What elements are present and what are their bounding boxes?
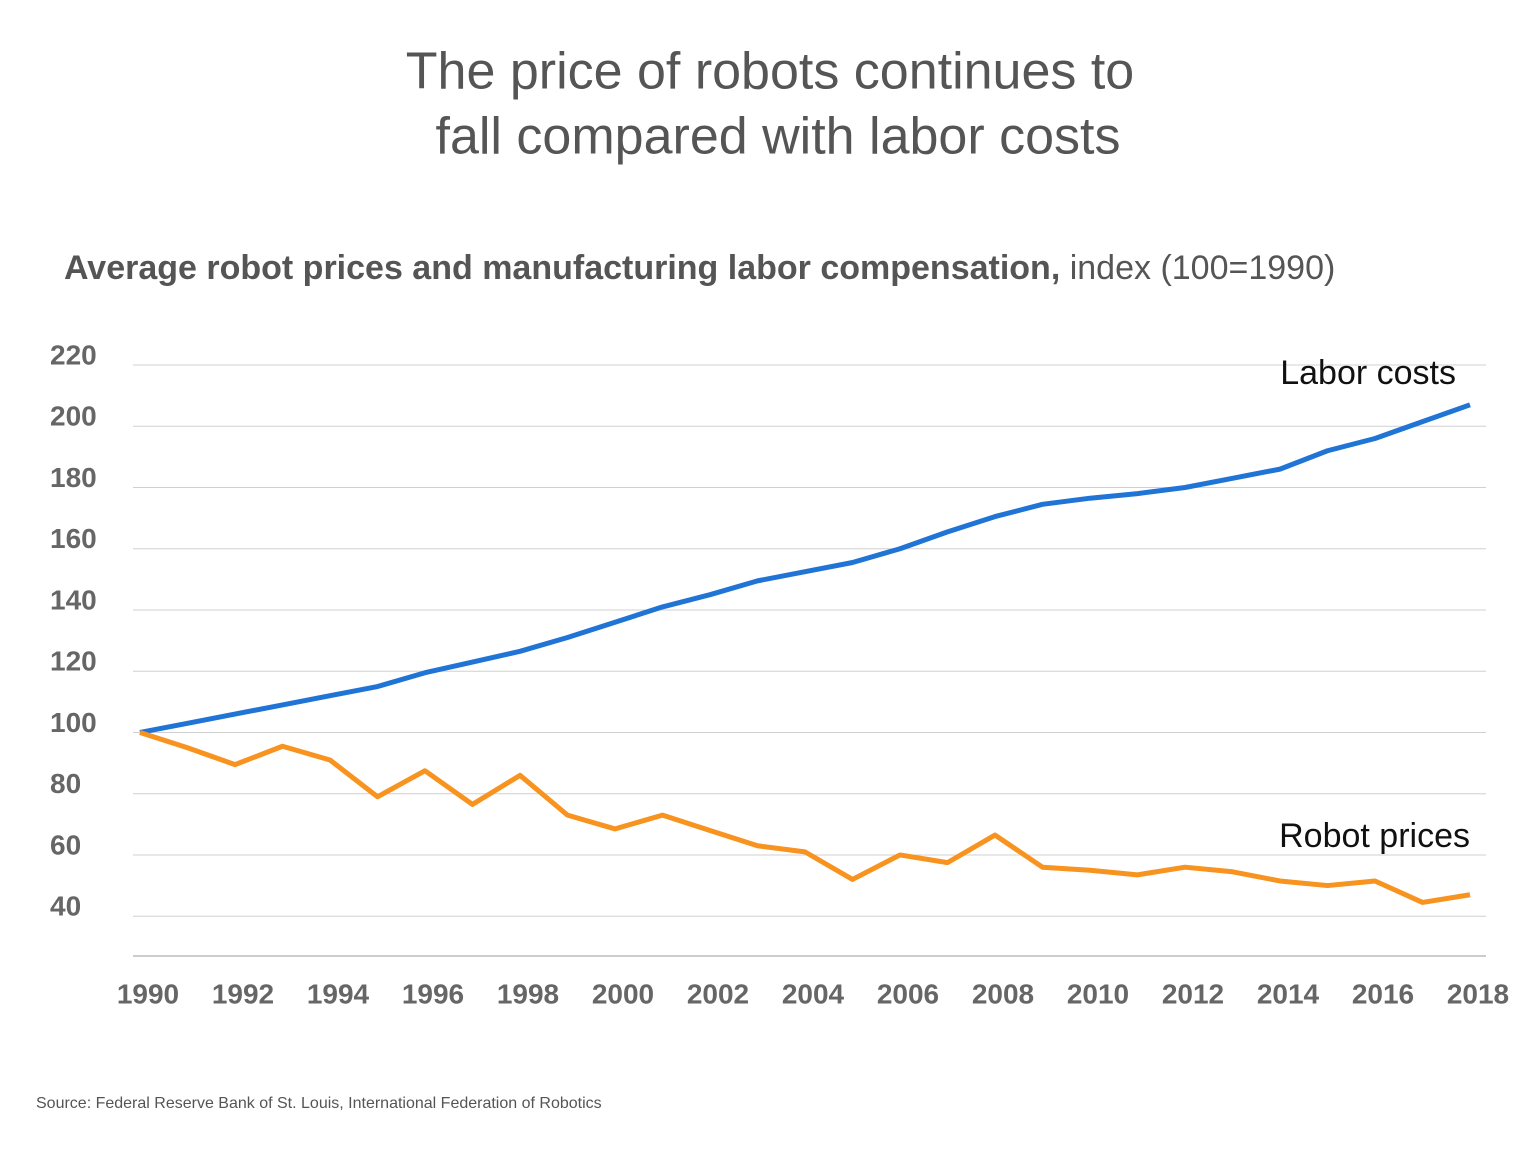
subtitle-unit: index (100=1990) xyxy=(1070,249,1336,287)
y-tick-label: 140 xyxy=(50,584,97,615)
y-tick-label: 120 xyxy=(50,646,97,677)
y-tick-label: 160 xyxy=(50,523,97,554)
subtitle: Average robot prices and manufacturing l… xyxy=(64,249,1335,287)
x-tick-label: 2010 xyxy=(1067,978,1129,1009)
x-tick-label: 2012 xyxy=(1162,978,1224,1009)
x-tick-label: 2016 xyxy=(1352,978,1414,1009)
series-line xyxy=(139,730,1471,905)
chart-title: The price of robots continues to xyxy=(406,43,1134,101)
y-tick-label: 100 xyxy=(50,707,97,738)
x-tick-label: 2000 xyxy=(592,978,654,1009)
chart-title: fall compared with labor costs xyxy=(436,108,1121,166)
x-tick-label: 2006 xyxy=(877,978,939,1009)
source: Source: Federal Reserve Bank of St. Loui… xyxy=(36,1095,602,1112)
y-tick-label: 40 xyxy=(50,891,81,922)
x-tick-label: 1998 xyxy=(497,978,559,1009)
x-tick-label: 2004 xyxy=(782,978,845,1009)
x-tick-label: 2002 xyxy=(687,978,749,1009)
y-tick-label: 200 xyxy=(50,401,97,432)
x-tick-label: 1994 xyxy=(307,978,370,1009)
y-tick-label: 80 xyxy=(50,768,81,799)
y-tick-label: 220 xyxy=(50,339,97,370)
y-tick-label: 60 xyxy=(50,829,81,860)
series-label: Labor costs xyxy=(1280,354,1456,392)
x-tick-label: 1992 xyxy=(212,978,274,1009)
x-tick-label: 1996 xyxy=(402,978,464,1009)
x-tick-label: 1990 xyxy=(117,978,179,1009)
x-tick-label: 2008 xyxy=(972,978,1034,1009)
y-tick-label: 180 xyxy=(50,462,97,493)
series-label: Robot prices xyxy=(1279,817,1470,855)
x-tick-label: 2018 xyxy=(1447,978,1509,1009)
subtitle-bold: Average robot prices and manufacturing l… xyxy=(64,249,1060,287)
x-tick-label: 2014 xyxy=(1257,978,1320,1009)
series-line xyxy=(139,402,1471,735)
